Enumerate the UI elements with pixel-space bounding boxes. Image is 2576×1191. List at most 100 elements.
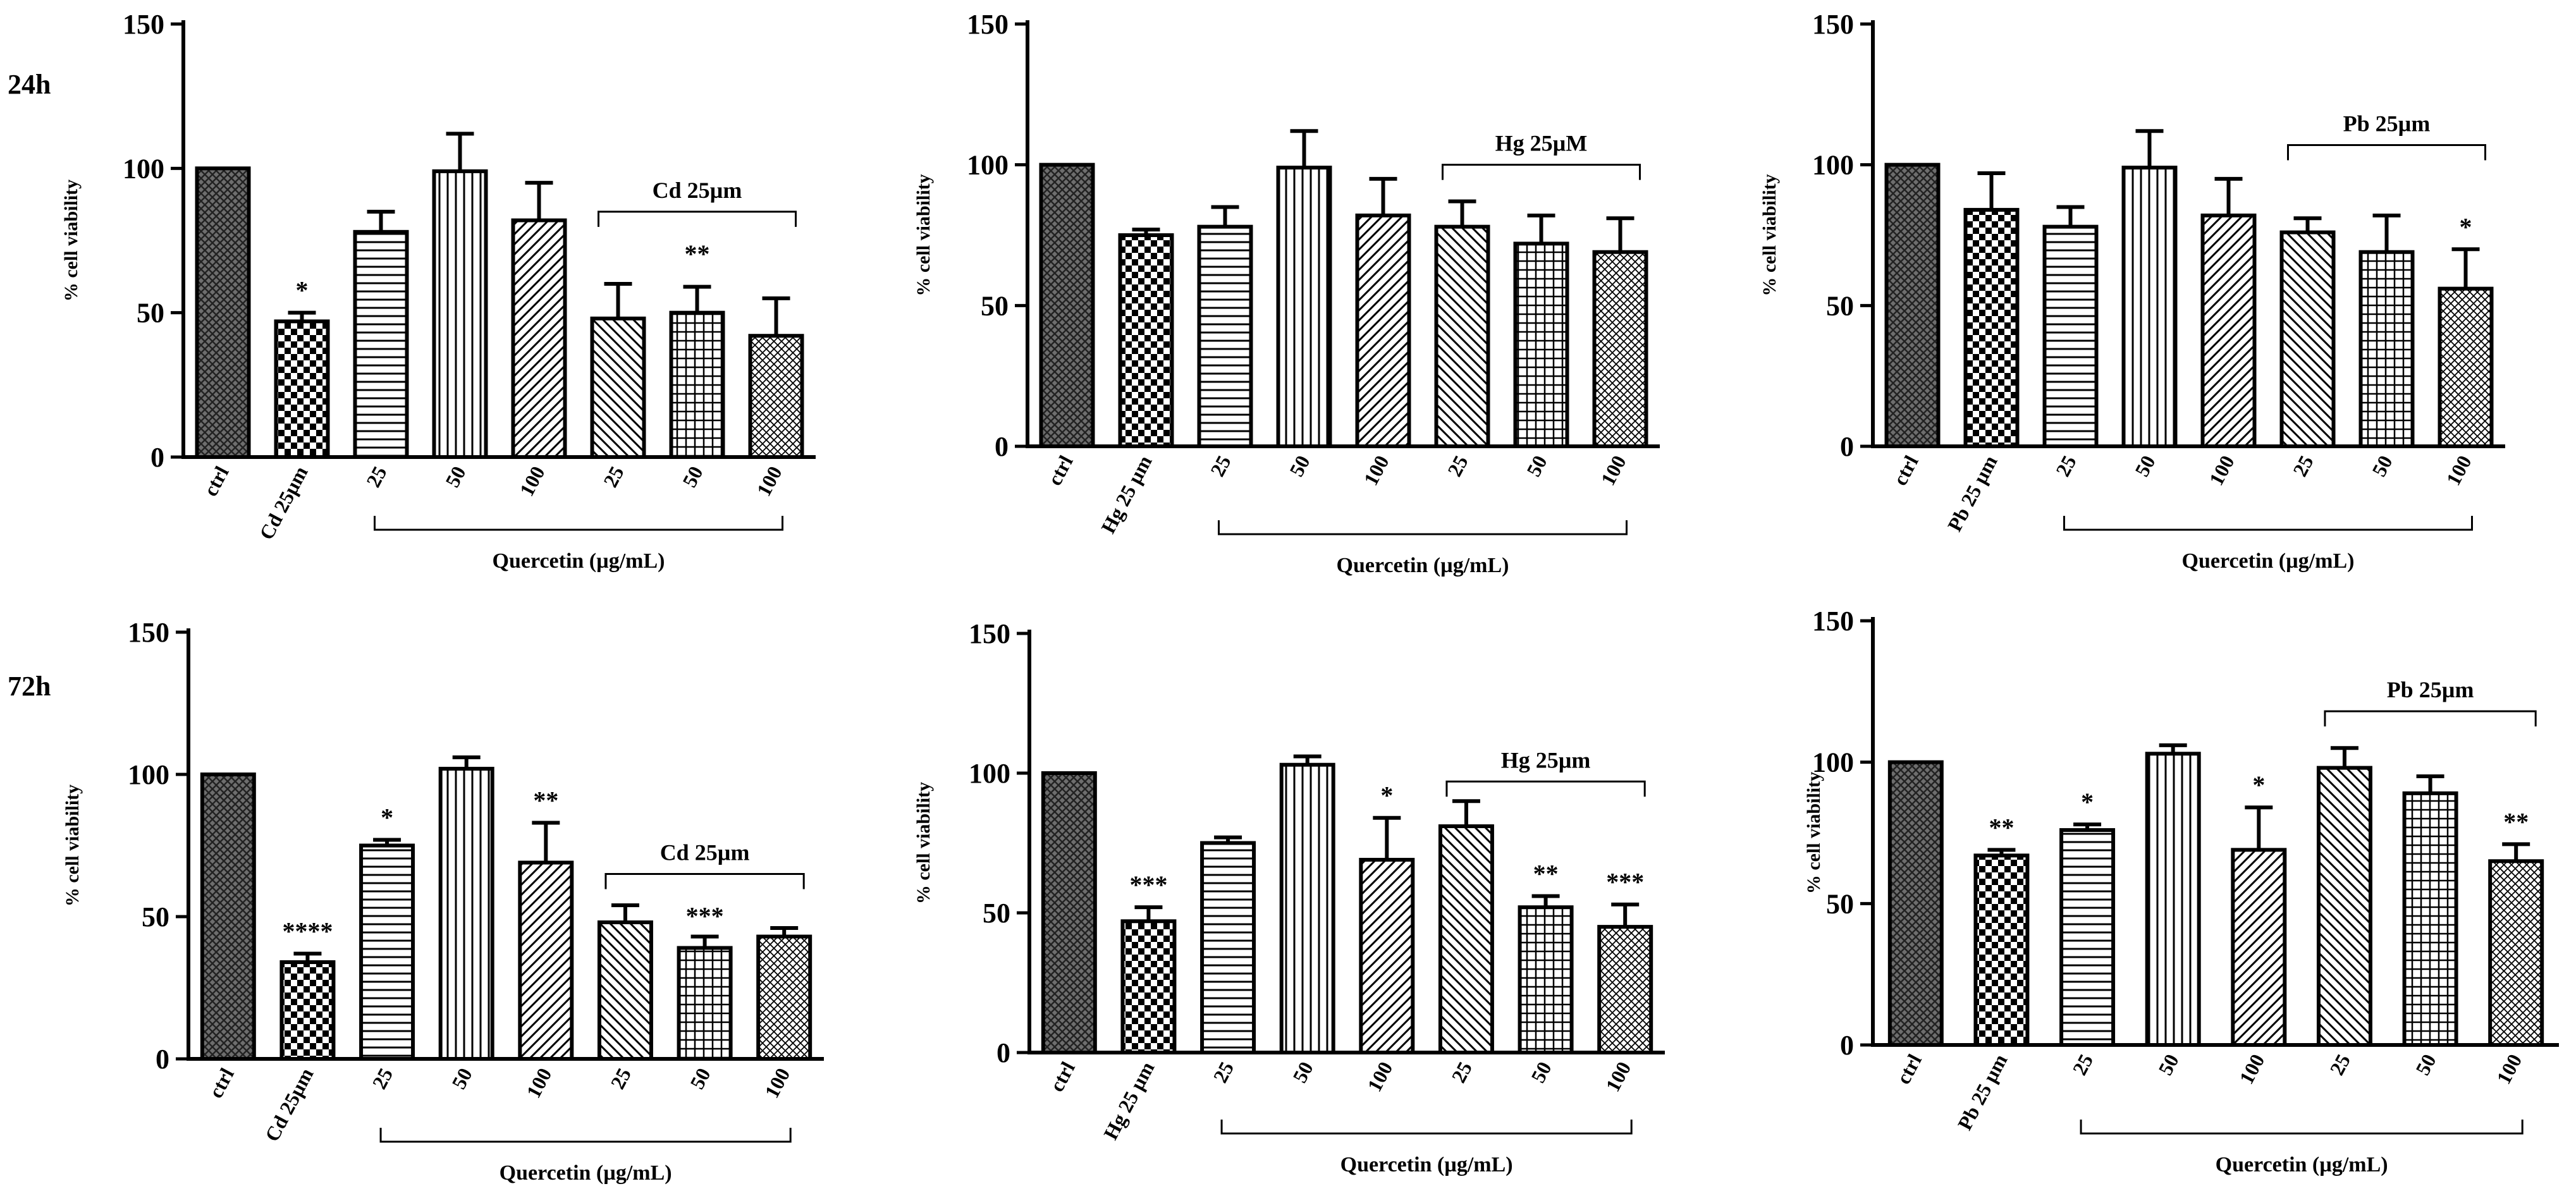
category-label: 100: [760, 1064, 794, 1101]
bar-3: [1279, 762, 1335, 1054]
y-tick-label: 0: [1840, 431, 1854, 462]
y-tick-label: 0: [997, 1037, 1010, 1068]
y-tick-label: 0: [995, 431, 1009, 462]
bar-0: [200, 773, 256, 1061]
chart-panel-24h-hg: 0 50 100 150 % cell viability ctrl Hg 25 µm 25 5…: [913, 9, 1660, 577]
group-bracket-label: Pb 25µm: [2343, 111, 2431, 136]
category-label: ctrl: [1892, 1050, 1926, 1087]
bar-2: [359, 843, 415, 1061]
significance-label: **: [1533, 859, 1559, 888]
x-axis-label: Quercetin (µg/mL): [2182, 549, 2355, 573]
bar-5: [1434, 224, 1490, 448]
bar-4: [1359, 858, 1415, 1055]
significance-label: ****: [282, 917, 333, 946]
significance-label: *: [381, 803, 393, 832]
group-bracket: [604, 873, 805, 889]
significance-label: **: [2503, 807, 2529, 836]
category-label: 25: [2051, 451, 2081, 480]
category-label: 50: [441, 462, 470, 491]
quercetin-bracket: [1218, 520, 1628, 535]
y-axis-label: % cell viability: [913, 174, 934, 296]
category-label: 25: [2288, 451, 2318, 480]
chart-panel-24h-cd: 0 50 100 150 % cell viability ctrl * Cd 25µm 25 5…: [61, 9, 816, 573]
bar-4: [1355, 213, 1411, 448]
category-label: 50: [685, 1064, 715, 1092]
category-label: 50: [2411, 1050, 2441, 1078]
x-axis-label: Quercetin (µg/mL): [1337, 554, 1509, 577]
bar-0: [1884, 162, 1941, 448]
row-label-72h: 72h: [8, 671, 51, 702]
y-tick-label: 100: [1812, 747, 1854, 778]
category-label: 50: [447, 1064, 477, 1092]
category-label: Hg 25 µm: [1096, 451, 1156, 537]
y-tick-label: 0: [156, 1044, 169, 1075]
bar-5: [2316, 766, 2372, 1047]
y-axis-label: % cell viability: [62, 785, 83, 907]
y-axis-label: % cell viability: [1759, 174, 1780, 296]
category-label: 100: [1601, 1058, 1635, 1095]
category-label: Cd 25µm: [261, 1064, 318, 1145]
category-label: ctrl: [199, 462, 233, 499]
y-tick-label: 150: [1812, 9, 1854, 40]
bar-3: [432, 169, 488, 459]
bar-0: [195, 166, 251, 459]
bar-5: [597, 920, 653, 1061]
quercetin-bracket: [374, 516, 783, 531]
bar-4: [511, 218, 567, 459]
category-label: 100: [2235, 1050, 2269, 1087]
bar-7: [748, 334, 804, 460]
group-bracket-label: Cd 25µm: [660, 840, 750, 865]
y-tick-label: 50: [1826, 888, 1854, 919]
y-axis-label: % cell viability: [1803, 772, 1824, 894]
y-tick-label: 50: [983, 898, 1010, 929]
bar-3: [2121, 166, 2178, 448]
bar-6: [1518, 905, 1574, 1055]
y-tick-label: 50: [981, 290, 1009, 321]
bar-6: [677, 946, 733, 1061]
category-label: 100: [1363, 1058, 1397, 1095]
significance-label: **: [533, 786, 558, 815]
category-label: 25: [1208, 1058, 1238, 1086]
category-label: Pb 25 µm: [1953, 1050, 2012, 1133]
significance-label: *: [1380, 781, 1393, 810]
y-tick-label: 150: [967, 9, 1009, 40]
category-label: 50: [1288, 1058, 1318, 1086]
category-label: Cd 25µm: [255, 462, 312, 543]
category-label: 100: [1596, 451, 1630, 489]
y-axis-label: % cell viability: [61, 180, 82, 302]
y-tick-label: 100: [967, 150, 1009, 181]
group-bracket-label: Hg 25µm: [1501, 747, 1591, 773]
group-significance-label: **: [685, 240, 710, 268]
bar-3: [2145, 752, 2201, 1047]
y-tick-label: 100: [969, 758, 1010, 789]
bar-0: [1041, 771, 1097, 1054]
bar-1: [1963, 207, 2020, 448]
bar-1: [279, 960, 336, 1061]
x-axis-label: Quercetin (µg/mL): [2216, 1153, 2388, 1176]
category-label: ctrl: [1888, 451, 1922, 489]
x-axis-label: Quercetin (µg/mL): [500, 1161, 672, 1185]
significance-label: ***: [1129, 870, 1167, 899]
significance-label: **: [1989, 813, 2014, 841]
bar-5: [590, 316, 646, 459]
quercetin-bracket: [1220, 1120, 1633, 1135]
y-tick-label: 100: [128, 759, 169, 790]
category-label: 50: [2130, 451, 2160, 480]
bar-0: [1039, 162, 1095, 448]
quercetin-bracket: [379, 1128, 792, 1143]
category-label: 25: [2325, 1050, 2355, 1078]
category-label: 25: [367, 1064, 397, 1092]
group-significance-label: ***: [686, 902, 724, 931]
significance-label: *: [2252, 771, 2265, 799]
category-label: 25: [2068, 1050, 2097, 1078]
bar-7: [1592, 250, 1648, 448]
bar-4: [518, 860, 574, 1061]
category-label: 100: [2492, 1050, 2526, 1087]
group-bracket: [2324, 710, 2537, 727]
bar-7: [2488, 859, 2544, 1047]
group-bracket-label: Pb 25µm: [2387, 677, 2474, 702]
group-bracket: [1445, 780, 1646, 797]
bar-2: [1200, 841, 1256, 1054]
group-bracket-label: Cd 25µm: [653, 178, 742, 203]
